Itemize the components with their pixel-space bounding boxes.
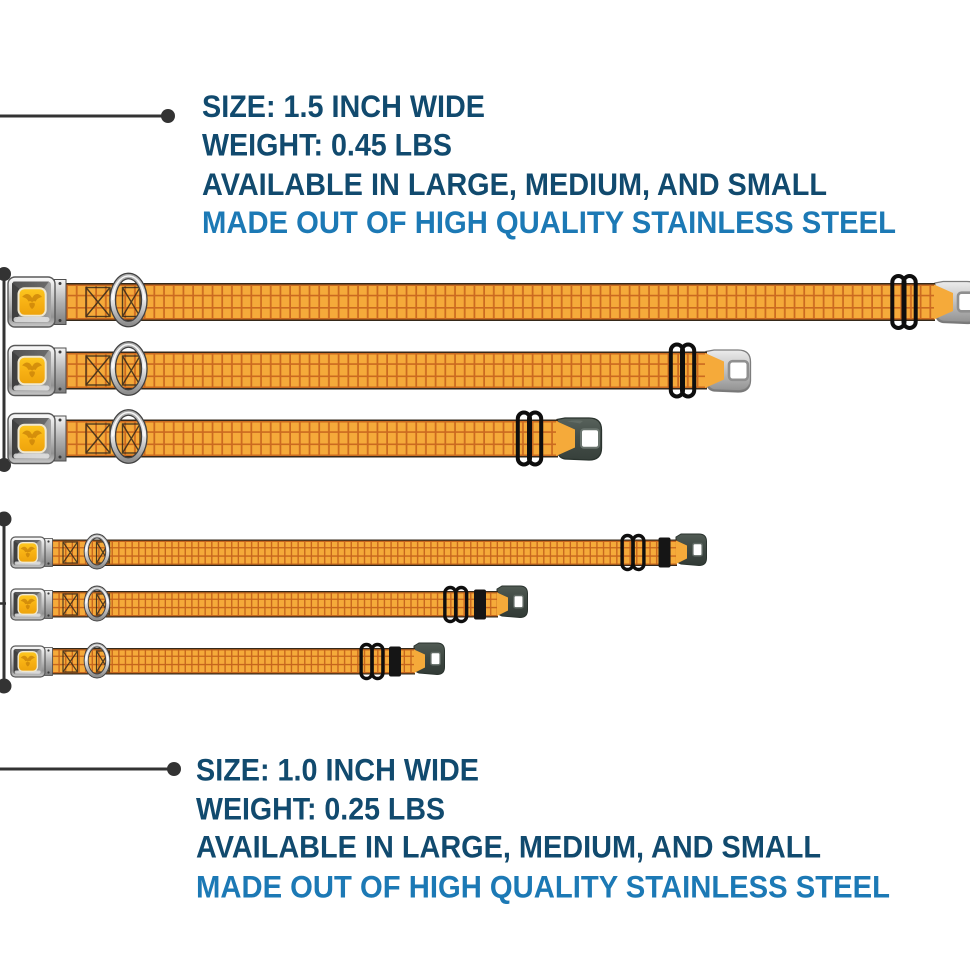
- svg-text:WEIGHT: 0.45 LBS: WEIGHT: 0.45 LBS: [202, 127, 452, 163]
- svg-text:AVAILABLE IN LARGE, MEDIUM, AN: AVAILABLE IN LARGE, MEDIUM, AND SMALL: [196, 828, 821, 864]
- svg-text:SIZE: 1.5 INCH WIDE: SIZE: 1.5 INCH WIDE: [202, 88, 485, 124]
- svg-text:MADE OUT OF HIGH QUALITY STAIN: MADE OUT OF HIGH QUALITY STAINLESS STEEL: [196, 869, 890, 905]
- svg-text:WEIGHT: 0.25 LBS: WEIGHT: 0.25 LBS: [196, 790, 445, 826]
- svg-text:MADE OUT OF HIGH QUALITY STAIN: MADE OUT OF HIGH QUALITY STAINLESS STEEL: [202, 204, 896, 240]
- svg-text:AVAILABLE IN LARGE, MEDIUM, AN: AVAILABLE IN LARGE, MEDIUM, AND SMALL: [202, 166, 827, 202]
- svg-text:SIZE: 1.0 INCH WIDE: SIZE: 1.0 INCH WIDE: [196, 752, 479, 788]
